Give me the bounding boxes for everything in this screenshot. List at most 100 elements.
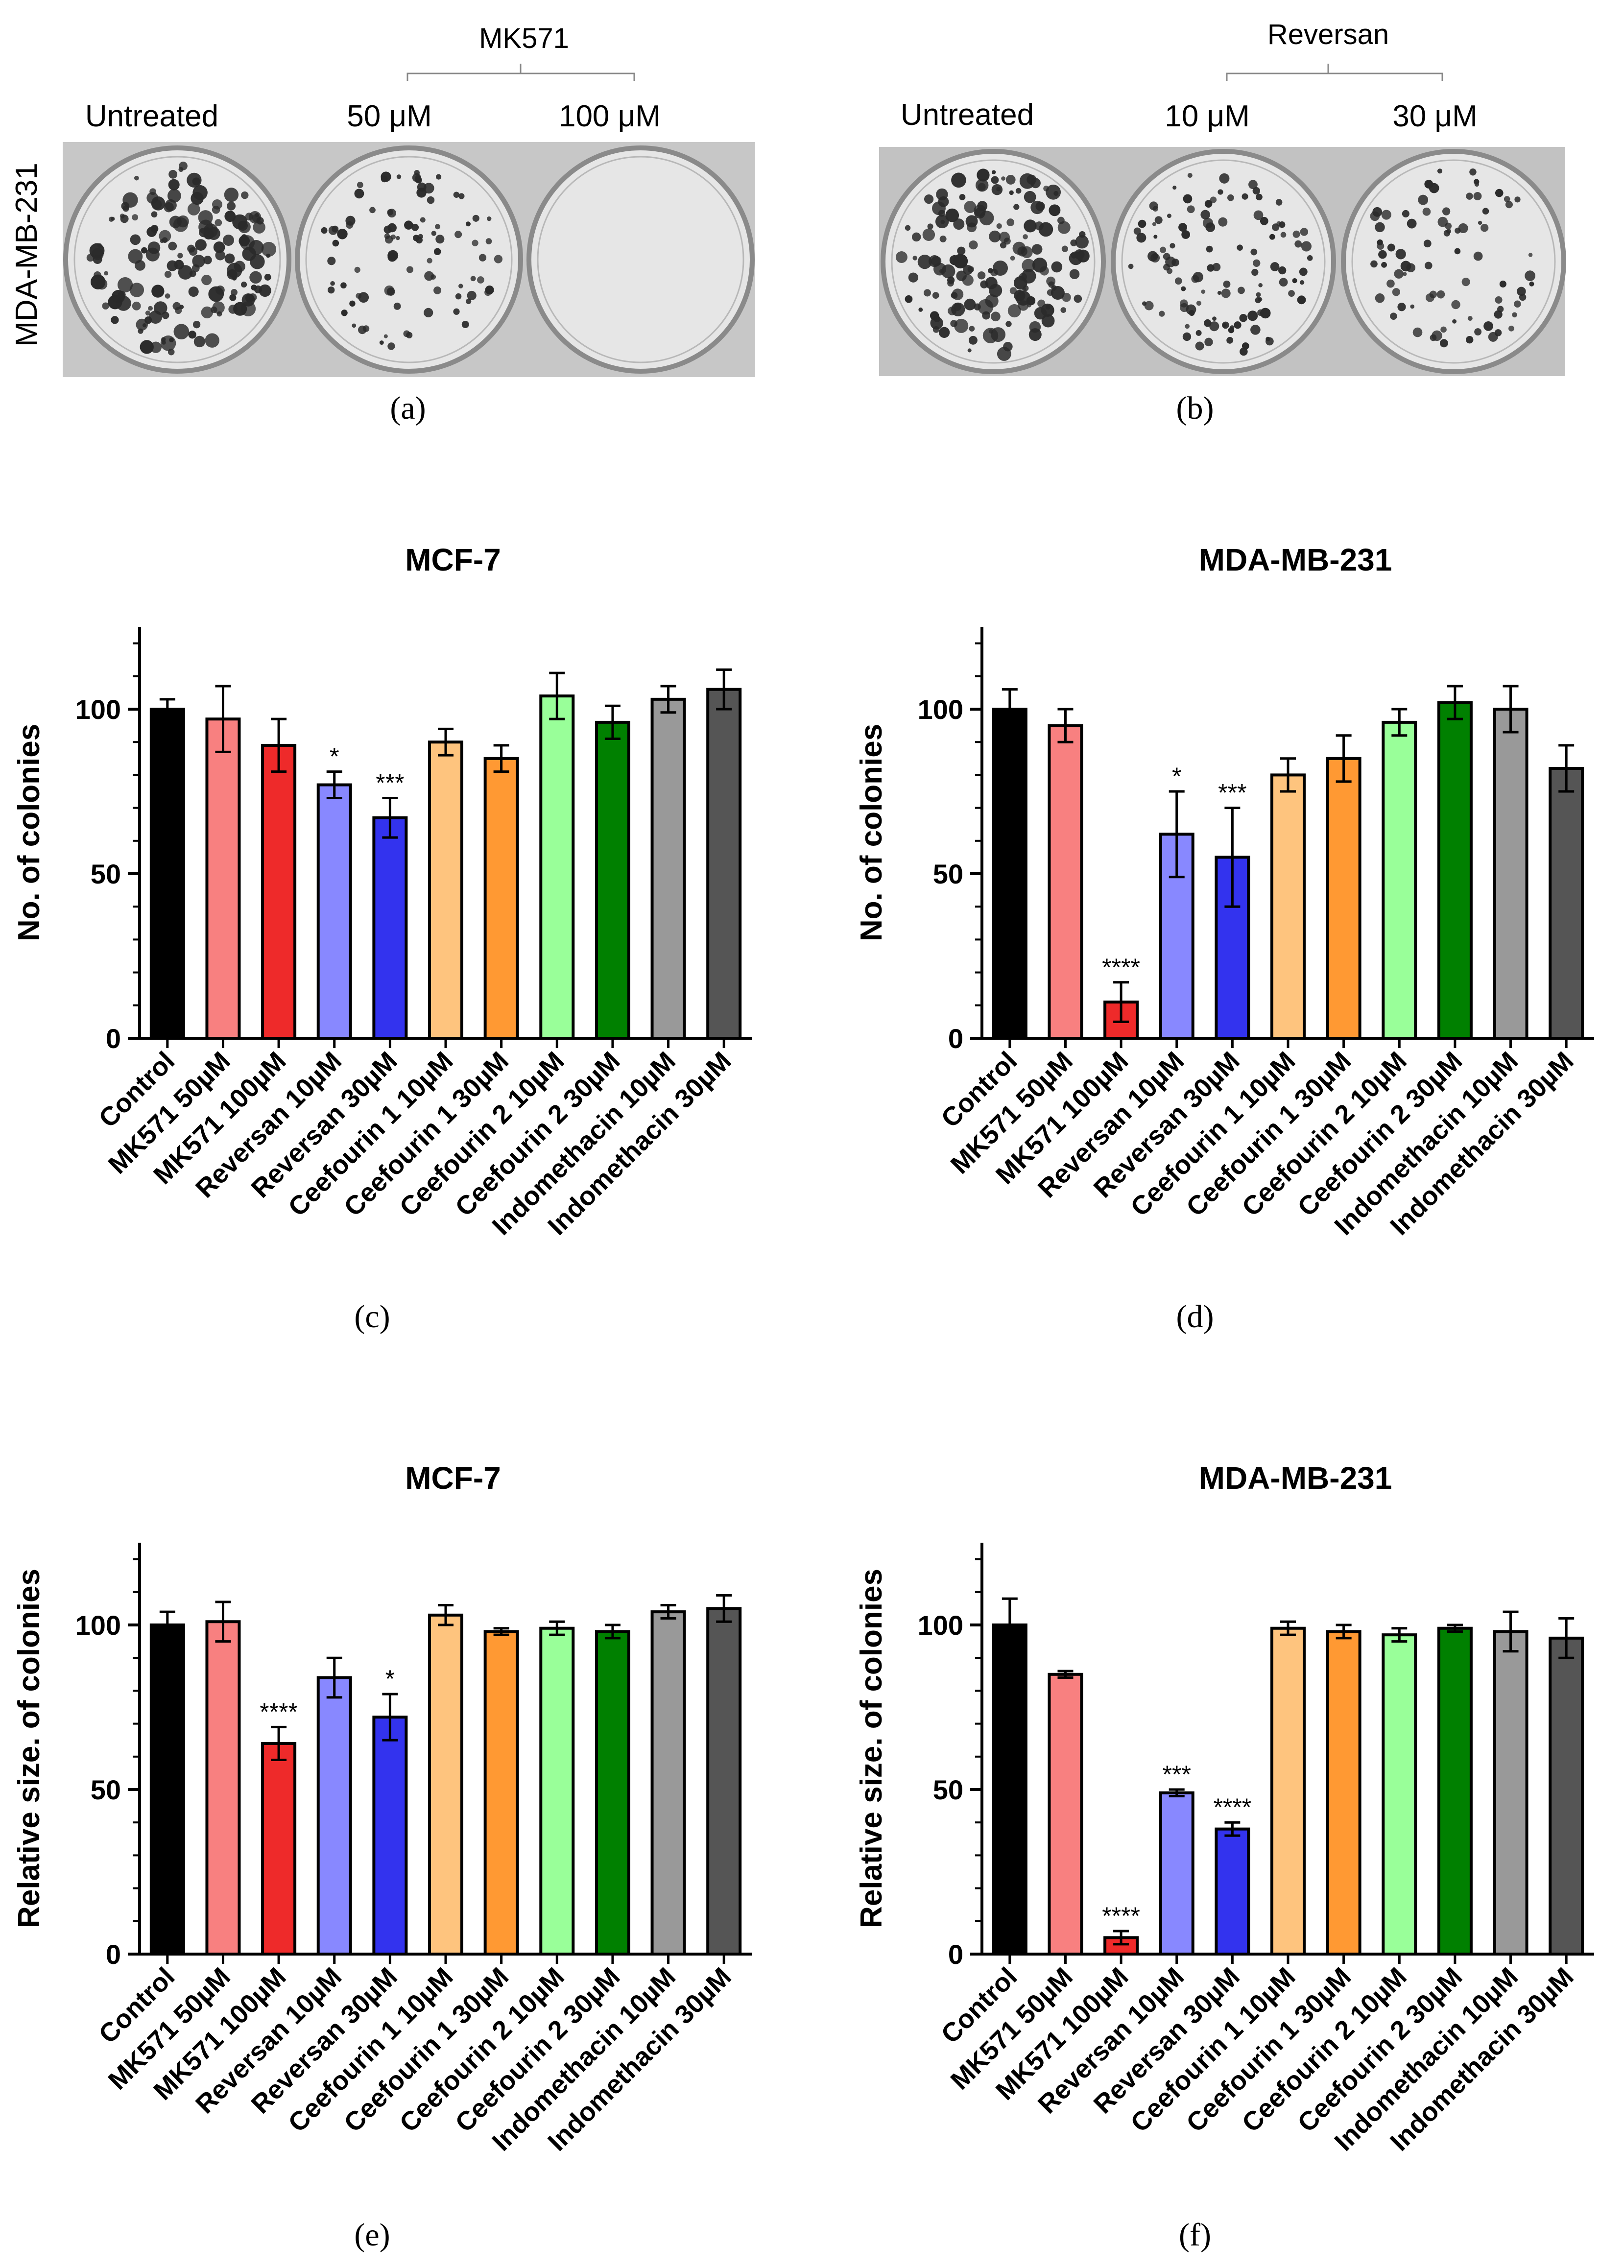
panel-b-colony-dot	[1202, 217, 1214, 229]
panel-a-colony-dot	[191, 264, 200, 272]
panel-b-colony-dot	[1180, 299, 1188, 308]
panel-b-colony-dot	[1204, 337, 1213, 347]
panel-b-colony-dot	[1407, 218, 1417, 229]
panel-a-colony-dot	[349, 300, 356, 307]
panel-b-colony-dot	[1299, 267, 1308, 276]
panel-b-colony-dot	[1234, 321, 1242, 329]
panel-a-colony-dot	[227, 263, 242, 278]
panel-b-colony-dot	[1181, 286, 1186, 291]
panel-b-well-inner-rim-1	[1121, 159, 1326, 364]
panel-a-colony-dot	[134, 175, 139, 181]
panel-b-colony-dot	[1423, 239, 1432, 248]
panel-b-colony-dot	[982, 311, 991, 320]
panel-b-colony-dot	[1221, 288, 1231, 298]
panel-b-colony-dot	[1253, 210, 1264, 220]
panel-b-colony-dot	[940, 219, 945, 224]
panel-a-colony-dot	[164, 271, 172, 278]
panel-b-colony-dot	[1037, 299, 1046, 308]
panel-b-colony-dot	[1378, 250, 1387, 259]
panel-b-colony-dot	[1375, 222, 1385, 233]
panel-b-colony-dot	[1223, 280, 1231, 288]
panel-b-colony-dot	[1297, 295, 1306, 305]
panel-a-colony-dot	[177, 215, 189, 228]
panel-b-colony-dot	[964, 201, 977, 213]
panel-b-colony-dot	[982, 328, 999, 343]
panel-a-label-untreated: Untreated	[85, 99, 218, 133]
panel-a-colony-dot	[215, 219, 222, 226]
chart-e-bar-0	[149, 1623, 185, 1956]
panel-b-colony-dot	[1292, 278, 1297, 284]
panel-a-colony-dot	[455, 293, 462, 300]
panel-a-colony-dot	[189, 270, 196, 277]
panel-b-colony-dot	[922, 228, 935, 241]
panel-b-colony-dot	[953, 254, 968, 269]
panel-a-colony-dot	[478, 254, 487, 262]
panel-b-colony-dot	[1269, 234, 1275, 240]
panel-b-label-10: 10 μM	[1165, 99, 1250, 133]
panel-b-bracket	[1226, 64, 1443, 81]
chart-d-y-tick-label: 0	[948, 1023, 963, 1054]
panel-a-colony-dot	[465, 298, 472, 305]
chart-e-bar-1	[205, 1620, 241, 1956]
panel-b-colony-dot	[1495, 296, 1503, 304]
panel-b-colony-dot	[1228, 327, 1235, 334]
panel-b-colony-dot	[996, 187, 1001, 191]
panel-a-colony-dot	[201, 306, 213, 319]
panel-b-colony-dot	[1270, 262, 1280, 271]
panel-a-colony-dot	[248, 293, 257, 302]
panel-b-colony-dot	[1009, 287, 1017, 294]
panel-b-colony-dot	[1482, 208, 1489, 215]
chart-e-bar-6	[483, 1630, 519, 1956]
panel-b-colony-dot	[1458, 223, 1468, 234]
panel-a-colony-dot	[191, 191, 204, 205]
panel-a-colony-dot	[167, 260, 178, 271]
panel-a-colony-dot	[212, 301, 225, 314]
panel-a-colony-dot	[141, 247, 147, 254]
panel-b-colony-dot	[1195, 341, 1204, 351]
panel-a-colony-dot	[381, 171, 391, 182]
panel-b-colony-dot	[1021, 246, 1033, 259]
chart-f-bar-1	[1048, 1672, 1083, 1956]
panel-a-colony-dot	[224, 253, 235, 264]
panel-a-colony-dot	[168, 241, 177, 251]
panel-b-colony-dot	[1163, 253, 1170, 261]
panel-a-colony-dot	[321, 227, 328, 234]
panel-b-colony-dot	[1167, 214, 1171, 218]
panel-a-colony-dot	[484, 288, 492, 296]
panel-b-colony-dot	[1193, 272, 1203, 283]
panel-b-colony-dot	[932, 326, 940, 333]
chart-e-title: MCF-7	[405, 1460, 501, 1496]
chart-c-bar-0	[149, 708, 185, 1040]
panel-b-colony-dot	[977, 201, 988, 212]
panel-a-colony-dot	[224, 188, 239, 202]
panel-b-colony-dot	[1024, 191, 1036, 203]
panel-b-colony-dot	[1015, 188, 1022, 194]
panel-b-colony-dot	[1174, 277, 1182, 285]
chart-c-bar-10	[706, 688, 742, 1040]
panel-b-colony-dot	[1504, 196, 1510, 202]
panel-a-colony-dot	[104, 271, 109, 276]
panel-a-colony-dot	[396, 236, 400, 240]
panel-b-colony-dot	[1138, 219, 1146, 228]
panel-b-colony-dot	[1439, 339, 1448, 348]
panel-b-well-0	[881, 149, 1106, 374]
panel-b-colony-dot	[977, 168, 990, 182]
panel-b-colony-dot	[1266, 337, 1274, 346]
panel-a-colony-dot	[132, 301, 141, 310]
panel-a-colony-dot	[494, 255, 503, 263]
panel-b-colony-dot	[1451, 300, 1460, 310]
panel-b-colony-dot	[1512, 312, 1517, 318]
chart-d-bar-7	[1382, 720, 1417, 1040]
chart-c-y-tick-label: 0	[106, 1023, 121, 1054]
panel-b-colony-dot	[1183, 194, 1193, 204]
panel-b-colony-dot	[1182, 332, 1192, 341]
chart-d-significance-2: ****	[1102, 954, 1140, 981]
chart-d-y-label: No. of colonies	[855, 724, 888, 941]
panel-a-colony-dot	[135, 260, 145, 271]
panel-a-colony-dot	[337, 229, 348, 239]
chart-d-bar-0	[992, 708, 1027, 1040]
panel-a-colony-dot	[383, 334, 388, 338]
panel-b-colony-photo: Reversan Untreated 10 μM 30 μM (b)	[879, 19, 1566, 426]
panel-a-well-rim-1	[295, 145, 523, 374]
